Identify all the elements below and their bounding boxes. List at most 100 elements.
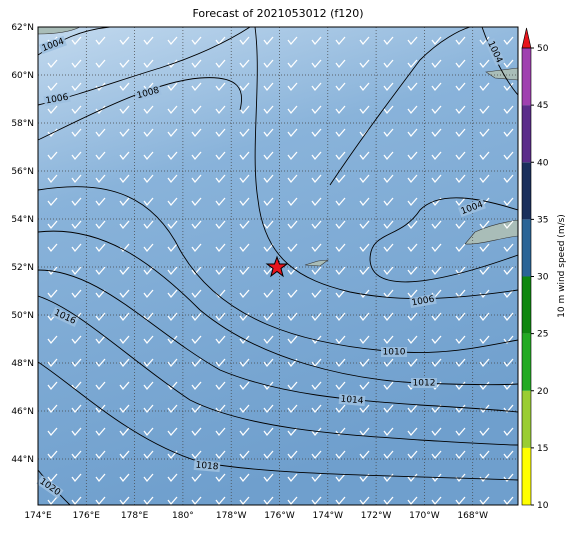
wind-barb bbox=[119, 404, 130, 414]
contour-label-bg bbox=[409, 293, 437, 309]
wind-barb bbox=[407, 266, 418, 276]
wind-barb bbox=[191, 450, 202, 460]
wind-barb bbox=[383, 197, 394, 207]
wind-barb bbox=[95, 450, 106, 460]
wind-barb bbox=[335, 358, 346, 368]
wind-barb bbox=[143, 289, 154, 299]
wind-barb bbox=[455, 220, 466, 230]
wind-barb bbox=[143, 105, 154, 115]
wind-barb bbox=[287, 358, 298, 368]
lat-label: 46°N bbox=[11, 407, 34, 417]
wind-barb bbox=[407, 36, 418, 46]
wind-barb bbox=[239, 473, 250, 483]
colorbar-tick-label: 40 bbox=[537, 158, 549, 168]
wind-barb bbox=[191, 404, 202, 414]
wind-barb bbox=[167, 174, 178, 184]
wind-barb bbox=[479, 151, 490, 161]
wind-barb bbox=[95, 266, 106, 276]
wind-barb bbox=[311, 473, 322, 483]
wind-barb bbox=[119, 496, 130, 505]
wind-barb bbox=[215, 381, 226, 391]
colorbar-tick-label: 20 bbox=[537, 387, 549, 397]
wind-barb bbox=[383, 404, 394, 414]
wind-barb bbox=[431, 450, 442, 460]
wind-barb bbox=[311, 450, 322, 460]
wind-barb bbox=[215, 220, 226, 230]
wind-barb bbox=[455, 174, 466, 184]
wind-barb bbox=[335, 473, 346, 483]
wind-barb bbox=[167, 59, 178, 69]
wind-barb bbox=[167, 496, 178, 505]
wind-barb bbox=[431, 105, 442, 115]
contours bbox=[38, 27, 518, 505]
wind-barb bbox=[407, 105, 418, 115]
wind-barb bbox=[119, 151, 130, 161]
wind-barb bbox=[455, 427, 466, 437]
wind-barb bbox=[383, 427, 394, 437]
wind-barb bbox=[239, 220, 250, 230]
wind-barb bbox=[215, 312, 226, 322]
wind-barb bbox=[311, 197, 322, 207]
wind-barb bbox=[335, 105, 346, 115]
wind-barb bbox=[287, 197, 298, 207]
wind-barb bbox=[167, 197, 178, 207]
wind-barb bbox=[287, 82, 298, 92]
wind-barb bbox=[383, 358, 394, 368]
wind-barb bbox=[431, 82, 442, 92]
contour-label: 1014 bbox=[340, 395, 364, 407]
wind-barb bbox=[383, 151, 394, 161]
wind-barb bbox=[47, 59, 58, 69]
wind-barb bbox=[95, 496, 106, 505]
wind-barb bbox=[47, 266, 58, 276]
wind-barb bbox=[287, 381, 298, 391]
wind-barb bbox=[431, 59, 442, 69]
contour-label-bg bbox=[193, 459, 221, 473]
wind-barb bbox=[407, 404, 418, 414]
wind-barb bbox=[431, 312, 442, 322]
wind-barb bbox=[239, 404, 250, 414]
wind-barb bbox=[431, 174, 442, 184]
wind-barb bbox=[215, 473, 226, 483]
wind-barb bbox=[335, 450, 346, 460]
wind-barb bbox=[455, 128, 466, 138]
wind-barb bbox=[311, 335, 322, 345]
wind-barb bbox=[359, 243, 370, 253]
wind-barb bbox=[119, 381, 130, 391]
contour-label-bg bbox=[39, 35, 67, 55]
wind-barb bbox=[431, 36, 442, 46]
wind-barb bbox=[215, 174, 226, 184]
wind-barb bbox=[215, 82, 226, 92]
colorbar-tick-label: 35 bbox=[537, 215, 548, 225]
wind-barb bbox=[455, 312, 466, 322]
wind-barb bbox=[431, 473, 442, 483]
wind-barb bbox=[263, 197, 274, 207]
wind-barb bbox=[71, 36, 82, 46]
wind-barb bbox=[191, 289, 202, 299]
wind-barb bbox=[287, 450, 298, 460]
wind-barb bbox=[191, 335, 202, 345]
lat-label: 52°N bbox=[11, 263, 34, 273]
wind-barb bbox=[359, 404, 370, 414]
wind-barb bbox=[263, 36, 274, 46]
wind-barb bbox=[311, 220, 322, 230]
wind-barb bbox=[383, 266, 394, 276]
wind-barb bbox=[503, 473, 514, 483]
wind-barb bbox=[359, 36, 370, 46]
wind-barb bbox=[239, 59, 250, 69]
wind-barb bbox=[47, 105, 58, 115]
wind-barb bbox=[95, 358, 106, 368]
wind-barb bbox=[455, 59, 466, 69]
wind-barb bbox=[455, 82, 466, 92]
wind-barb bbox=[503, 335, 514, 345]
wind-barb bbox=[287, 243, 298, 253]
wind-barb bbox=[263, 174, 274, 184]
wind-barb bbox=[191, 36, 202, 46]
wind-barb bbox=[119, 197, 130, 207]
wind-barb bbox=[215, 59, 226, 69]
wind-barb bbox=[71, 174, 82, 184]
wind-barb bbox=[95, 197, 106, 207]
lat-label: 60°N bbox=[11, 71, 34, 81]
wind-barb bbox=[47, 174, 58, 184]
lon-label: 170°W bbox=[409, 511, 440, 521]
wind-barb bbox=[95, 128, 106, 138]
